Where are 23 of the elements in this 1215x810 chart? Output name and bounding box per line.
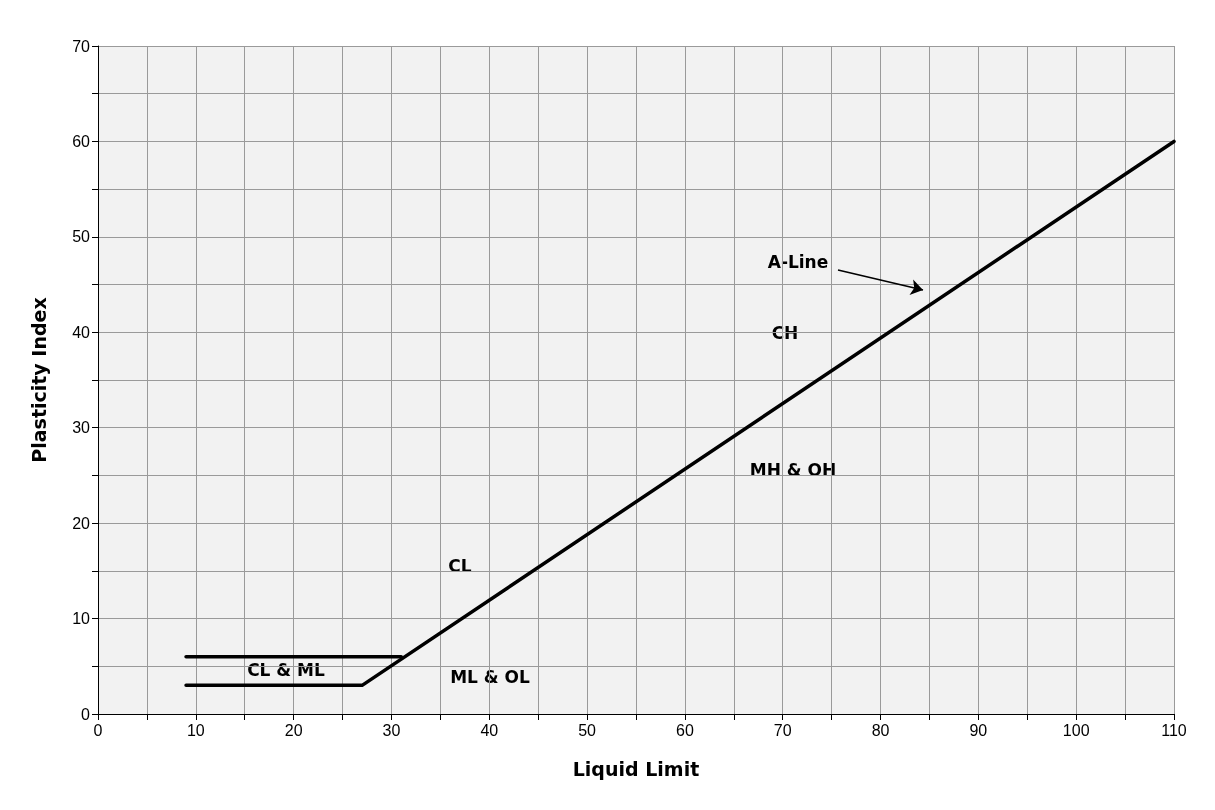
y-tick-label: 40 [72, 323, 91, 341]
x-tick-label: 80 [871, 721, 890, 739]
y-tick-label: 70 [72, 37, 91, 55]
y-axis-title: Plasticity Index [27, 297, 50, 463]
x-tick-label: 100 [1062, 721, 1090, 739]
x-tick-label: 10 [186, 721, 205, 739]
x-tick-label: 110 [1161, 721, 1187, 739]
x-tick-label: 70 [773, 721, 792, 739]
x-axis-title: Liquid Limit [572, 757, 700, 780]
y-tick-label: 50 [72, 228, 91, 246]
x-tick-label: 30 [382, 721, 401, 739]
x-tick-label: 20 [284, 721, 303, 739]
y-tick-label: 0 [81, 705, 91, 723]
y-tick-label: 30 [72, 419, 91, 437]
x-tick-label: 90 [969, 721, 988, 739]
y-tick-label: 20 [72, 514, 91, 532]
annotation: A-Line [767, 252, 829, 272]
x-tick-label: 60 [676, 721, 694, 739]
y-tick-label: 10 [72, 610, 91, 628]
x-tick-label: 40 [480, 721, 499, 739]
x-tick-label: 0 [93, 721, 103, 739]
x-tick-label: 50 [578, 721, 597, 739]
y-tick-label: 60 [72, 132, 91, 150]
